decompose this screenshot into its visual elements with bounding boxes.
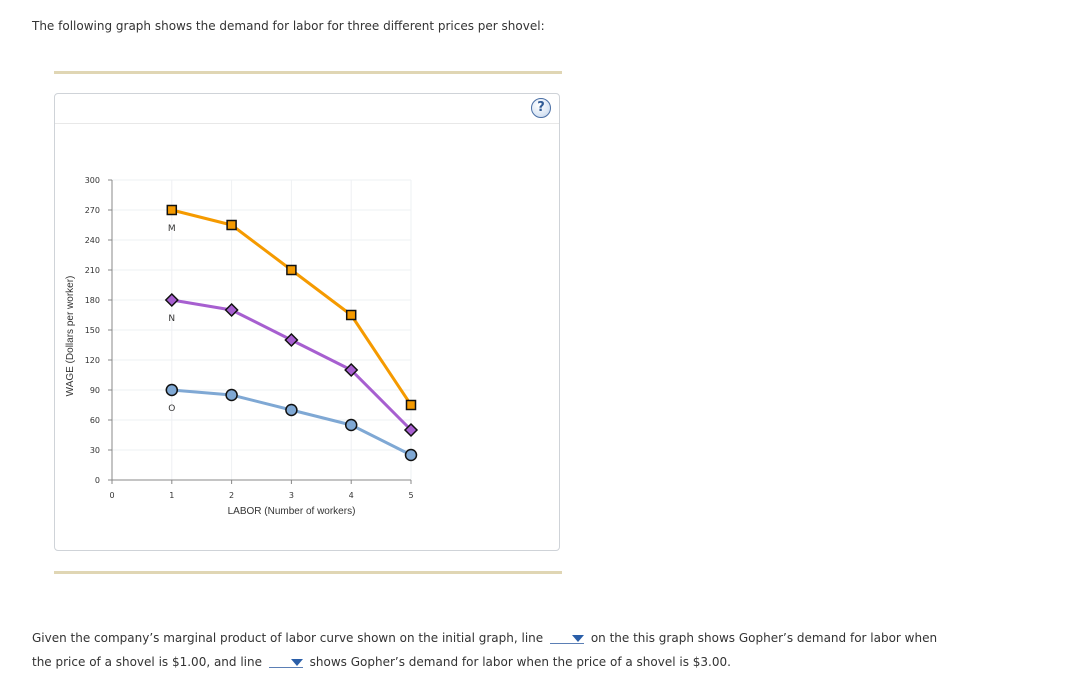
question-text-2a: the price of a shovel is $1.00, and line [32,655,262,669]
y-tick-label: 180 [85,296,100,305]
y-tick-label: 60 [90,416,100,425]
line-dropdown-1[interactable] [550,631,584,644]
x-axis-label: LABOR (Number of workers) [228,506,356,517]
intro-text: The following graph shows the demand for… [32,19,545,33]
y-tick-label: 240 [85,236,100,245]
bottom-divider [54,571,562,574]
point-N [403,422,419,438]
x-tick-label: 4 [349,491,354,500]
point-M [405,399,417,411]
point-O [225,388,238,402]
chart-panel: ? 0 30 60 90 120 150 180 210 240 270 300 0 1 2 3 4 5 LABO… [54,93,560,551]
point-N [164,292,179,308]
point-M [166,204,178,216]
point-O [344,418,358,432]
chevron-down-icon [290,659,303,666]
y-tick-label: 210 [85,266,100,275]
point-M [226,219,237,231]
question-line-1: Given the company’s marginal product of … [32,631,937,645]
y-tick-label: 0 [95,476,100,485]
question-text-1a: Given the company’s marginal product of … [32,631,544,645]
panel-header-divider [55,123,559,124]
point-N [344,362,359,378]
y-tick-label: 150 [85,326,100,335]
chevron-down-icon [572,635,584,642]
point-M [286,264,297,276]
question-text-1b: on the this graph shows Gopher’s demand … [590,631,938,645]
x-tick-label: 2 [229,491,234,500]
point-O [165,383,179,397]
demand-chart: 0 30 60 90 120 150 180 210 240 270 300 0 1 2 3 4 5 LABOR … [65,176,419,517]
question-line-2: the price of a shovel is $1.00, and line… [32,655,731,669]
y-tick-label: 30 [90,446,100,455]
point-O [285,403,298,417]
x-tick-label: 5 [408,491,413,500]
point-N [284,332,299,348]
line-dropdown-2[interactable] [268,655,303,668]
series-label-M: M [168,224,176,234]
y-tick-label: 90 [90,386,100,395]
x-tick-label: 1 [169,491,174,500]
question-text-2b: shows Gopher’s demand for labor when the… [309,655,731,669]
point-O [404,448,418,462]
point-M [345,309,357,321]
y-tick-label: 120 [85,356,100,365]
point-N [224,302,239,318]
help-icon[interactable]: ? [531,98,551,118]
y-tick-label: 270 [85,206,100,215]
series-label-O: O [168,404,175,414]
x-tick-label: 3 [289,491,294,500]
x-tick-label: 0 [109,491,114,500]
top-divider [54,71,562,74]
y-tick-label: 300 [85,176,100,185]
y-axis-label: WAGE (Dollars per worker) [65,276,76,397]
series-label-N: N [168,314,175,324]
